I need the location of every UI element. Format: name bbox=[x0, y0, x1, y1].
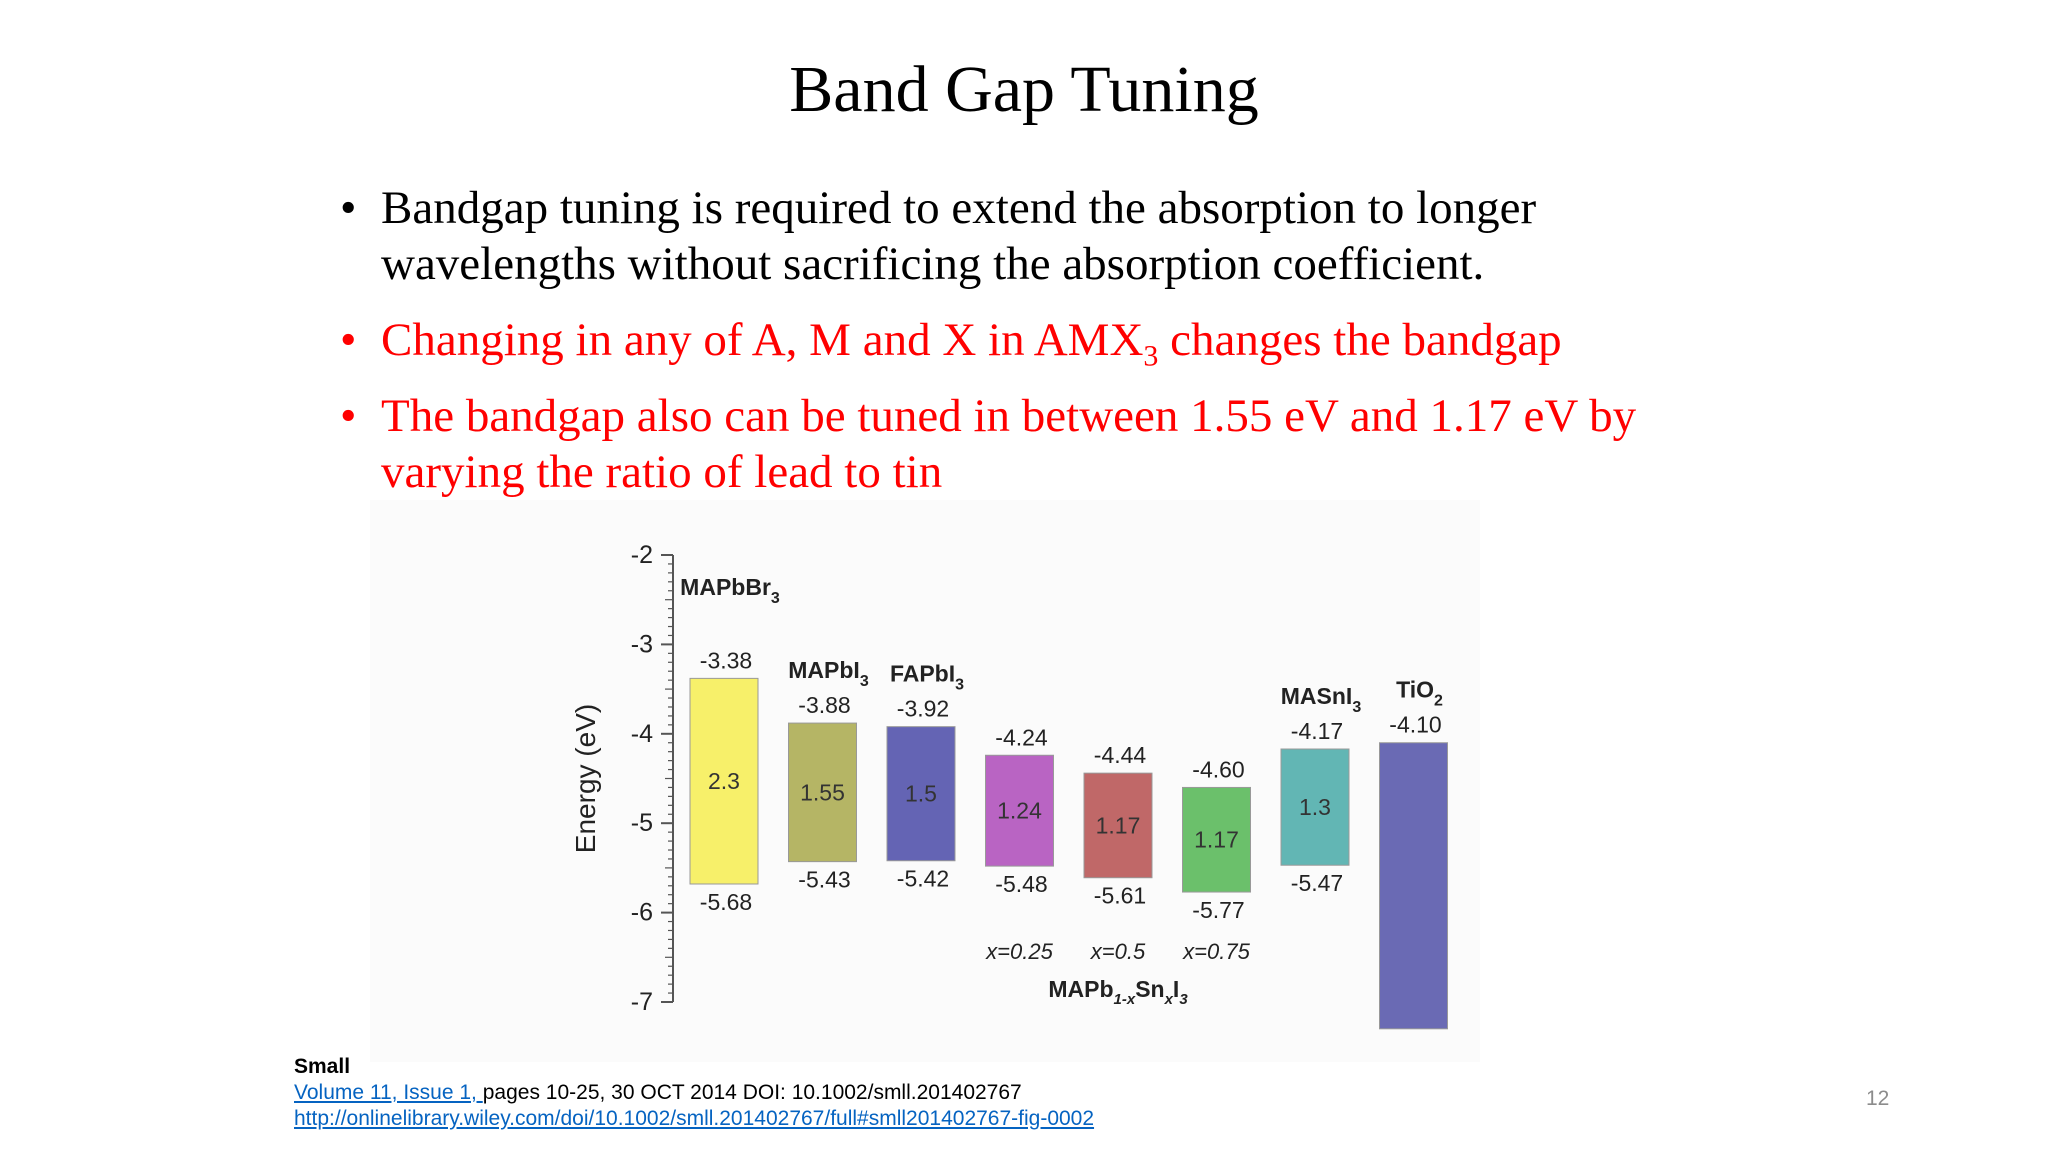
band-bar bbox=[886, 726, 956, 862]
bullet-dot: • bbox=[340, 182, 357, 234]
valence-band-label: -5.77 bbox=[1192, 897, 1244, 923]
band-diagram-chart: -2 -3 -4 -5 -6 -7 Energy (eV) 2.3 -3.38 -5.68 MAPb… bbox=[370, 500, 1480, 1062]
band-gap-label: 1.17 bbox=[1194, 827, 1239, 853]
reference-journal: Small bbox=[294, 1055, 351, 1078]
conduction-band-label: -3.88 bbox=[798, 692, 850, 718]
bullet-dot: • bbox=[340, 390, 357, 442]
composition-x-label: x=0.25 bbox=[985, 939, 1053, 964]
band-gap-label: 1.55 bbox=[800, 779, 845, 805]
conduction-band-label: -3.38 bbox=[700, 647, 752, 673]
composition-x-label: x=0.5 bbox=[1090, 939, 1146, 964]
bullet-item: • The bandgap also can be tuned in betwe… bbox=[340, 388, 1760, 500]
bullet-dot: • bbox=[340, 314, 357, 366]
bullet-item: • Bandgap tuning is required to extend t… bbox=[340, 180, 1760, 292]
y-tick-label: -6 bbox=[631, 899, 653, 927]
reference-details: pages 10-25, 30 OCT 2014 DOI: 10.1002/sm… bbox=[482, 1081, 1022, 1104]
valence-band-label: -5.47 bbox=[1291, 870, 1343, 896]
material-name-label: TiO2 bbox=[1396, 677, 1443, 710]
y-tick-label: -2 bbox=[631, 541, 653, 569]
band-bar bbox=[1379, 742, 1448, 1030]
conduction-band-label: -3.92 bbox=[897, 696, 949, 722]
material-name-label: MASnI3 bbox=[1281, 683, 1362, 716]
y-axis-label: Energy (eV) bbox=[570, 704, 601, 853]
band-bar bbox=[1280, 748, 1350, 866]
valence-band-label: -5.43 bbox=[798, 867, 850, 893]
bullet-text: The bandgap also can be tuned in between… bbox=[381, 390, 1637, 498]
conduction-band-label: -4.17 bbox=[1291, 718, 1343, 744]
bullet-text-pre: Changing in any of A, M and X in AMX bbox=[381, 314, 1144, 366]
reference-block: Small Volume 11, Issue 1, pages 10-25, 3… bbox=[294, 1054, 1094, 1132]
band-bar bbox=[1182, 786, 1251, 893]
reference-volume-link[interactable]: Volume 11, Issue 1, bbox=[294, 1081, 483, 1104]
page-number: 12 bbox=[1866, 1087, 1890, 1110]
band-diagram-svg: -2 -3 -4 -5 -6 -7 Energy (eV) 2.3 -3.38 -5.68 MAPb… bbox=[370, 500, 1480, 1062]
bullet-text: Bandgap tuning is required to extend the… bbox=[381, 182, 1537, 290]
valence-band-label: -5.42 bbox=[897, 866, 949, 892]
band-bar bbox=[1083, 772, 1153, 879]
band-gap-label: 2.3 bbox=[708, 768, 740, 794]
y-tick-label: -5 bbox=[631, 809, 653, 837]
mixed-composition-label: MAPb1-xSnxI3 bbox=[1048, 976, 1188, 1008]
material-name-label: MAPbI3 bbox=[788, 657, 869, 690]
bullet-subscript: 3 bbox=[1143, 339, 1159, 373]
band-gap-label: 1.17 bbox=[1096, 812, 1141, 838]
conduction-band-label: -4.44 bbox=[1094, 742, 1147, 768]
conduction-band-label: -4.24 bbox=[995, 724, 1048, 750]
composition-x-label: x=0.75 bbox=[1182, 939, 1250, 964]
slide-title: Band Gap Tuning bbox=[789, 53, 1259, 126]
y-tick-label: -3 bbox=[631, 630, 653, 658]
conduction-band-label: -4.10 bbox=[1389, 712, 1441, 738]
bullet-item: • Changing in any of A, M and X in AMX3 … bbox=[340, 312, 1760, 371]
band-bar bbox=[788, 722, 857, 863]
band-bar bbox=[985, 754, 1054, 867]
y-tick-label: -7 bbox=[631, 988, 653, 1016]
bullet-text-post: changes the bandgap bbox=[1158, 314, 1562, 366]
band-gap-label: 1.24 bbox=[997, 798, 1042, 824]
material-name-label: FAPbI3 bbox=[890, 661, 964, 694]
band-bar bbox=[689, 677, 759, 885]
y-tick-label: -4 bbox=[631, 720, 653, 748]
bullet-list: • Bandgap tuning is required to extend t… bbox=[340, 180, 1760, 520]
conduction-band-label: -4.60 bbox=[1192, 756, 1244, 782]
band-gap-label: 1.3 bbox=[1299, 794, 1331, 820]
valence-band-label: -5.48 bbox=[995, 871, 1047, 897]
band-gap-label: 1.5 bbox=[905, 781, 937, 807]
reference-url-link[interactable]: http://onlinelibrary.wiley.com/doi/10.10… bbox=[294, 1107, 1095, 1130]
valence-band-label: -5.68 bbox=[700, 889, 752, 915]
valence-band-label: -5.61 bbox=[1094, 883, 1146, 909]
material-name-label: MAPbBr3 bbox=[680, 574, 780, 607]
